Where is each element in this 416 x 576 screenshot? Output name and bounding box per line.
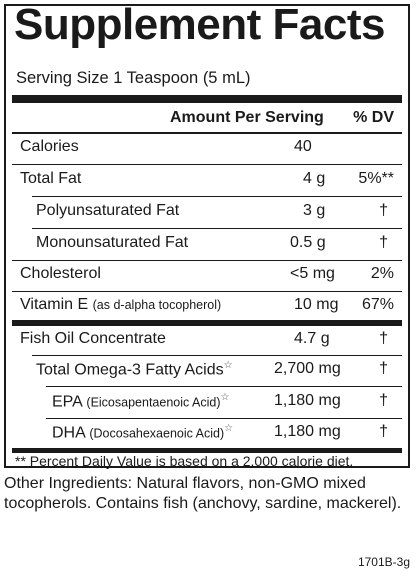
nutrient-amount: 40 — [294, 138, 312, 155]
nutrient-name: Calories — [20, 138, 79, 155]
nutrient-dv: † — [379, 392, 388, 409]
nutrient-source: (Docosahexaenoic Acid) — [89, 426, 225, 441]
nutrient-source: (Eicosapentaenoic Acid) — [86, 395, 221, 410]
nutrient-dv: † — [379, 360, 388, 377]
row-divider — [32, 196, 402, 197]
nutrient-name: DHA (Docosahexaenoic Acid)☆ — [52, 423, 234, 442]
nutrient-dv: 67% — [361, 296, 394, 313]
nutrient-name: Cholesterol — [20, 265, 101, 282]
thick-divider — [12, 448, 402, 453]
nutrient-amount: 2,700 mg — [274, 360, 341, 377]
nutrient-name: Vitamin E (as d-alpha tocopherol) — [20, 296, 222, 313]
row-divider — [32, 228, 402, 229]
nutrient-name: Monounsaturated Fat — [36, 234, 189, 251]
nutrient-amount: 4 g — [303, 170, 326, 187]
nutrient-dv: 2% — [370, 265, 394, 282]
thick-divider — [12, 320, 402, 326]
nutrient-name: EPA (Eicosapentaenoic Acid)☆ — [52, 392, 230, 411]
nutrient-amount: 10 mg — [294, 296, 339, 313]
nutrient-dv: † — [379, 330, 388, 347]
row-divider — [12, 164, 402, 165]
nutrient-name: Total Omega-3 Fatty Acids☆ — [36, 360, 233, 379]
nutrient-name: Polyunsaturated Fat — [36, 202, 180, 219]
row-divider — [46, 386, 402, 387]
thin-divider — [12, 132, 402, 134]
nutrient-amount: 3 g — [303, 202, 326, 219]
thick-divider — [12, 95, 402, 103]
nutrient-dv: 5%** — [358, 170, 394, 187]
nutrient-amount: 4.7 g — [294, 330, 330, 347]
panel-title: Supplement Facts — [14, 0, 385, 49]
supplement-facts-panel: Supplement Facts Serving Size 1 Teaspoon… — [4, 0, 410, 469]
nutrient-name: Fish Oil Concentrate — [20, 330, 166, 347]
product-code: 1701B-3g — [357, 555, 410, 569]
nutrient-amount: 1,180 mg — [274, 423, 341, 440]
other-ingredients: Other Ingredients: Natural flavors, non-… — [4, 475, 402, 512]
row-divider — [32, 355, 402, 356]
amount-header: Amount Per Serving — [170, 109, 324, 126]
triglyceride-star-icon: ☆ — [223, 360, 233, 371]
triglyceride-star-icon: ☆ — [224, 423, 234, 434]
nutrient-source: (as d-alpha tocopherol) — [92, 298, 222, 312]
dv-header: % DV — [353, 109, 394, 126]
nutrient-name: Total Fat — [20, 170, 82, 187]
row-divider — [12, 260, 402, 261]
serving-size: Serving Size 1 Teaspoon (5 mL) — [16, 69, 251, 87]
row-divider — [46, 418, 402, 419]
footnote-daily-value: ** Percent Daily Value is based on a 2,0… — [15, 453, 354, 469]
row-divider — [12, 291, 402, 292]
triglyceride-star-icon: ☆ — [220, 392, 230, 403]
nutrient-amount: <5 mg — [290, 265, 335, 282]
nutrient-dv: † — [379, 423, 388, 440]
nutrient-dv: † — [379, 234, 388, 251]
nutrient-amount: 1,180 mg — [274, 392, 341, 409]
nutrient-dv: † — [379, 202, 388, 219]
nutrient-amount: 0.5 g — [290, 234, 326, 251]
